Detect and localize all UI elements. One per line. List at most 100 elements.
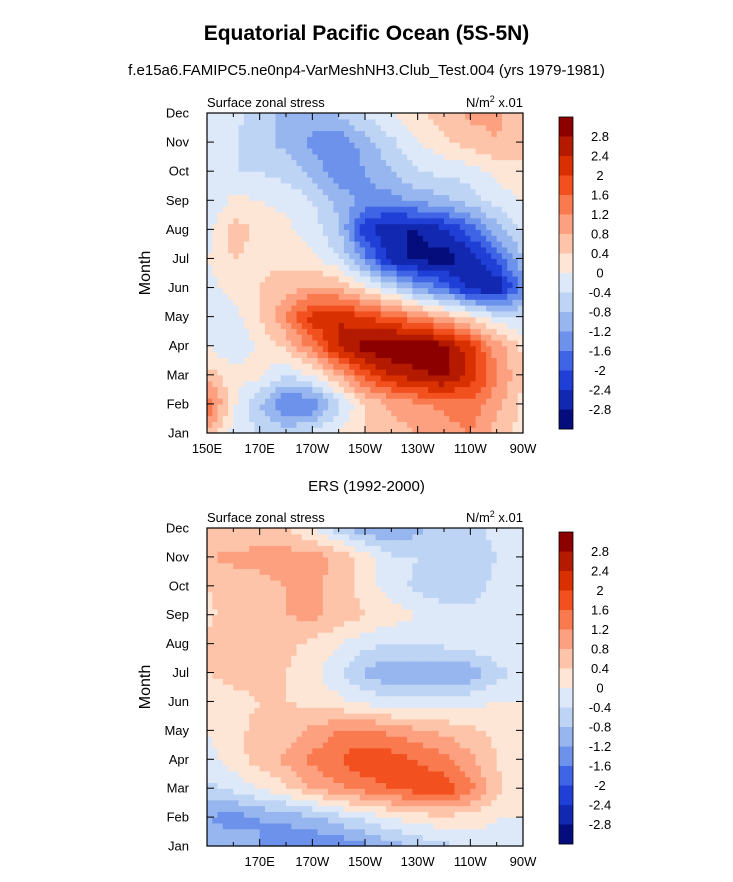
heatmap-cell: [459, 159, 466, 166]
heatmap-cell: [517, 799, 524, 807]
heatmap-cell: [307, 701, 313, 708]
heatmap-cell: [354, 427, 361, 434]
heatmap-cell: [375, 287, 382, 294]
heatmap-cell: [375, 351, 382, 358]
heatmap-cell: [412, 200, 419, 207]
heatmap-cell: [243, 270, 250, 277]
heatmap-cell: [275, 305, 282, 312]
heatmap-cell: [264, 275, 271, 283]
heatmap-cell: [422, 718, 429, 726]
heatmap-cell: [370, 427, 377, 434]
heatmap-cell: [380, 695, 387, 703]
heatmap-cell: [428, 211, 435, 219]
heatmap-cell: [417, 217, 424, 225]
heatmap-cell: [322, 293, 329, 300]
heatmap-cell: [254, 730, 261, 737]
heatmap-cell: [407, 328, 413, 335]
heatmap-cell: [343, 776, 350, 783]
heatmap-cell: [259, 805, 266, 812]
heatmap-cell: [270, 730, 277, 737]
heatmap-cell: [470, 310, 477, 318]
heatmap-cell: [459, 229, 466, 236]
heatmap-cell: [270, 351, 277, 358]
heatmap-cell: [259, 177, 266, 184]
heatmap-cell: [465, 707, 471, 714]
heatmap-cell: [517, 281, 524, 289]
heatmap-cell: [301, 206, 308, 213]
heatmap-cell: [322, 206, 329, 213]
heatmap-cell: [438, 718, 445, 726]
heatmap-cell: [438, 241, 445, 248]
heatmap-cell: [207, 113, 213, 120]
heatmap-cell: [433, 759, 440, 766]
heatmap-cell: [259, 730, 266, 737]
heatmap-cell: [243, 374, 250, 382]
heatmap-cell: [328, 142, 334, 149]
heatmap-cell: [207, 264, 213, 271]
heatmap-cell: [428, 736, 435, 743]
heatmap-cell: [386, 130, 392, 137]
heatmap-cell: [386, 142, 392, 149]
heatmap-cell: [370, 351, 377, 358]
heatmap-cell: [228, 707, 234, 714]
heatmap-cell: [428, 217, 435, 225]
heatmap-cell: [486, 194, 492, 201]
heatmap-cell: [407, 415, 413, 422]
heatmap-cell: [317, 799, 324, 807]
heatmap-cell: [386, 281, 392, 289]
heatmap-cell: [449, 357, 456, 364]
heatmap-cell: [338, 316, 345, 324]
colorbar-swatch: [559, 351, 573, 371]
heatmap-cell: [396, 153, 403, 161]
heatmap-cell: [259, 799, 266, 807]
heatmap-cell: [486, 270, 492, 277]
heatmap-cell: [375, 130, 382, 137]
heatmap-cell: [507, 211, 514, 219]
heatmap-cell: [501, 246, 508, 254]
heatmap-cell: [454, 305, 461, 312]
heatmap-cell: [365, 834, 371, 841]
heatmap-cell: [475, 421, 482, 428]
heatmap-cell: [307, 316, 313, 324]
heatmap-cell: [375, 159, 382, 166]
heatmap-cell: [380, 427, 387, 434]
heatmap-cell: [322, 730, 329, 737]
heatmap-cell: [228, 392, 234, 399]
heatmap-cell: [349, 293, 356, 300]
heatmap-cell: [264, 124, 271, 132]
heatmap-cell: [349, 380, 356, 388]
heatmap-cell: [480, 730, 487, 737]
heatmap-cell: [243, 409, 250, 417]
heatmap-cell: [217, 223, 224, 230]
heatmap-cell: [217, 211, 224, 219]
heatmap-cell: [401, 380, 408, 388]
heatmap-cell: [417, 264, 424, 271]
heatmap-cell: [212, 171, 219, 178]
heatmap-cell: [222, 305, 229, 312]
heatmap-cell: [359, 241, 366, 248]
heatmap-cell: [280, 113, 287, 120]
heatmap-cell: [454, 765, 461, 772]
heatmap-cell: [233, 392, 240, 399]
heatmap-cell: [486, 182, 492, 190]
heatmap-cell: [301, 392, 308, 399]
heatmap-cell: [386, 398, 392, 405]
heatmap-cell: [380, 124, 387, 132]
heatmap-cell: [217, 782, 224, 789]
heatmap-cell: [338, 211, 345, 219]
heatmap-cell: [428, 788, 435, 795]
heatmap-cell: [238, 793, 245, 801]
heatmap-cell: [207, 153, 213, 161]
heatmap-cell: [328, 258, 334, 265]
heatmap-cell: [317, 177, 324, 184]
heatmap-cell: [407, 142, 413, 149]
heatmap-cell: [301, 345, 308, 353]
heatmap-cell: [354, 759, 361, 766]
heatmap-cell: [370, 817, 377, 824]
heatmap-cell: [444, 171, 450, 178]
heatmap-cell: [496, 217, 503, 225]
heatmap-cell: [286, 328, 292, 335]
heatmap-cell: [238, 171, 245, 178]
heatmap-cell: [291, 334, 298, 341]
heatmap-cell: [228, 759, 234, 766]
